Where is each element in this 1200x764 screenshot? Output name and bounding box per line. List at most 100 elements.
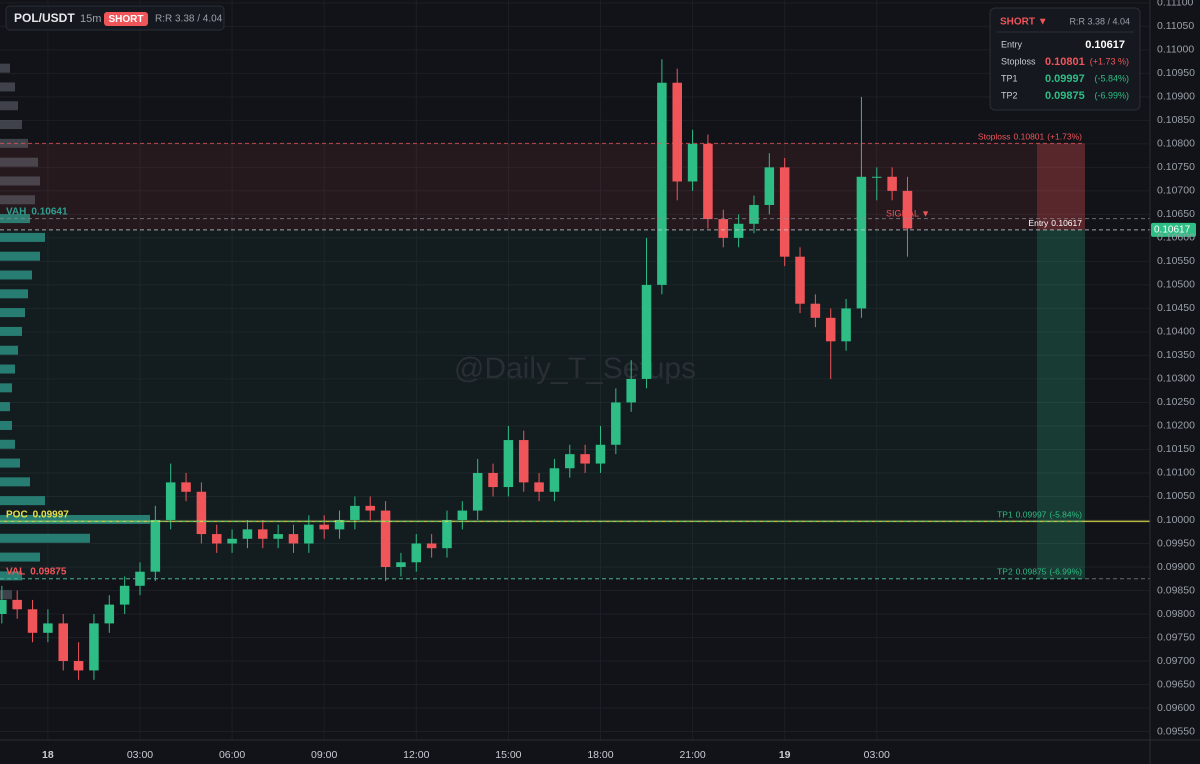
candle-body (856, 176, 867, 309)
candle-body (595, 444, 606, 464)
trade-label: Stoploss 0.10801 (+1.73%) (978, 132, 1082, 142)
candle-body (580, 454, 590, 464)
level-name: VAH (6, 206, 26, 217)
trade-label: Entry 0.10617 (1028, 218, 1082, 228)
trade-value: 0.09997 (1016, 510, 1047, 520)
panel-label: TP1 (1001, 73, 1018, 83)
level-label: VAH 0.10641 (6, 206, 68, 217)
trade-name: TP1 (997, 510, 1013, 520)
y-tick-label: 0.11050 (1157, 20, 1194, 32)
x-tick-label: 09:00 (311, 749, 337, 761)
candle-body (887, 176, 897, 191)
y-tick-label: 0.10300 (1157, 373, 1195, 385)
candle-body (135, 571, 145, 586)
level-value: 0.10641 (31, 206, 68, 217)
profile-bar (0, 101, 18, 111)
profile-bar (0, 364, 15, 374)
y-tick-label: 0.09650 (1157, 678, 1195, 690)
stop-zone-block (1037, 143, 1085, 230)
candle-body (534, 482, 544, 492)
price-tag-label: 0.10617 (1154, 225, 1191, 236)
y-tick-label: 0.10500 (1157, 279, 1195, 291)
trade-label: TP1 0.09997 (-5.84%) (997, 510, 1082, 520)
y-tick-label: 0.09950 (1157, 537, 1195, 549)
candle-body (227, 538, 237, 544)
panel-rows: Entry 0.10617 Stoploss 0.10801 (+1.73 %) TP1 0… (1001, 39, 1129, 102)
candle-body (472, 472, 483, 511)
candle-body (89, 623, 99, 671)
candle-body (165, 482, 176, 520)
candle-body (0, 599, 7, 615)
candle-body (641, 284, 652, 379)
signal-label: SIGNAL ▼ (886, 208, 930, 218)
profile-bar (0, 251, 40, 261)
candle-body (319, 524, 329, 530)
y-tick-label: 0.10650 (1157, 208, 1195, 220)
trade-value: 0.10617 (1051, 218, 1082, 228)
x-tick-label: 12:00 (403, 749, 429, 761)
level-label: POC 0.09997 (6, 509, 69, 520)
profile-bar (0, 232, 45, 242)
candle-body (518, 440, 529, 483)
watermark: @Daily_T_Setups (454, 352, 696, 385)
trade-change: (-5.84%) (1049, 510, 1082, 520)
panel-value: 0.09997 (1045, 73, 1085, 85)
profile-bar (0, 514, 150, 524)
profile-bar (0, 402, 10, 412)
y-tick-label: 0.10950 (1157, 67, 1195, 79)
y-tick-label: 0.10350 (1157, 349, 1195, 361)
y-tick-label: 0.10100 (1157, 467, 1195, 479)
trade-change: (-6.99%) (1049, 567, 1082, 577)
candle-body (288, 534, 299, 544)
side: SHORT (109, 14, 144, 25)
x-tick-label: 18 (42, 749, 54, 761)
candle-body (810, 303, 821, 318)
y-tick-label: 0.10600 (1157, 232, 1195, 244)
symbol: POL/USDT (14, 11, 75, 25)
trade-value: 0.10801 (1014, 132, 1045, 142)
profile-bar (0, 590, 12, 600)
y-tick-label: 0.10200 (1157, 420, 1195, 432)
candle-body (872, 176, 882, 178)
candle-body (825, 317, 836, 342)
profile-bar (0, 157, 38, 167)
candle-body (565, 454, 575, 469)
profile-bar (0, 308, 25, 318)
candle-body (503, 440, 514, 488)
candle-body (411, 543, 422, 563)
candle-body (73, 661, 84, 671)
panel-label: Stoploss (1001, 56, 1036, 66)
header: POL/USDT 15m SHORT R:R 3.38 / 4.04 (5, 5, 225, 31)
y-tick-label: 0.10400 (1157, 326, 1195, 338)
profile-bar (0, 120, 22, 130)
y-tick-label: 0.10850 (1157, 114, 1195, 126)
x-tick-label: 03:00 (864, 749, 890, 761)
y-tick-label: 0.09750 (1157, 631, 1195, 643)
y-tick-label: 0.11000 (1157, 44, 1194, 56)
panel-change: (+1.73 %) (1090, 56, 1129, 66)
candle-body (672, 82, 682, 182)
candle-body (350, 505, 360, 520)
y-tick-label: 0.10000 (1157, 514, 1195, 526)
candle-body (27, 609, 38, 633)
profile-bar (0, 458, 20, 468)
candle-body (365, 505, 375, 511)
candle-body (549, 468, 560, 492)
profile-bar (0, 345, 18, 355)
panel-change: (-6.99%) (1094, 90, 1129, 100)
profile-bar (0, 383, 12, 393)
target-zone-block (1037, 229, 1085, 579)
trade-panel: SHORT ▼ R:R 3.38 / 4.04 Entry 0.10617 Stop… (989, 7, 1141, 111)
panel-value: 0.10617 (1085, 39, 1125, 51)
y-tick-label: 0.10900 (1157, 91, 1195, 103)
candle-body (12, 599, 22, 610)
candle-body (196, 491, 207, 535)
candle-body (304, 524, 314, 544)
y-tick-label: 0.10550 (1157, 255, 1195, 267)
y-tick-label: 0.10450 (1157, 302, 1195, 314)
panel-label: TP2 (1001, 90, 1018, 100)
candle-body (58, 623, 68, 662)
